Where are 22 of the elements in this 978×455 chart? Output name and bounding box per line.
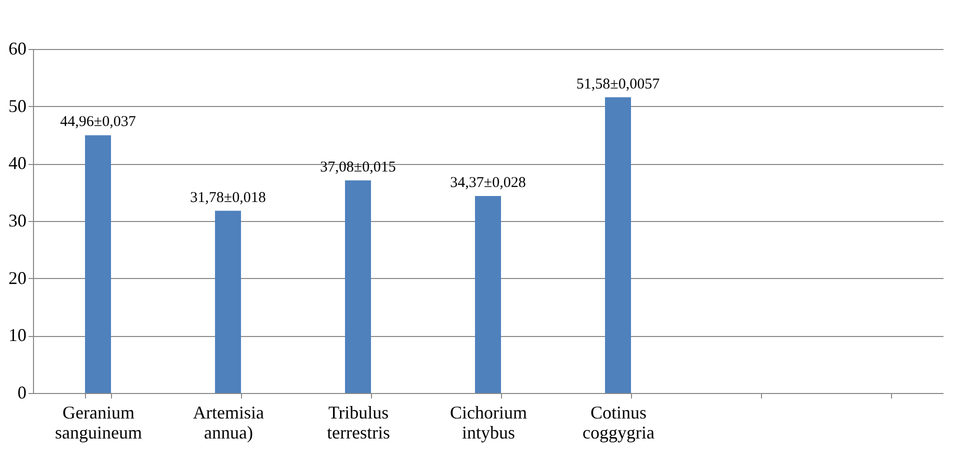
- data-label: 51,58±0,0057: [576, 76, 660, 92]
- bar: [345, 180, 371, 393]
- bar: [605, 97, 631, 393]
- bar: [85, 135, 111, 393]
- y-tick-label: 10: [8, 325, 26, 346]
- data-label: 34,37±0,028: [450, 174, 526, 191]
- y-tick-label: 20: [8, 268, 26, 288]
- data-label: 31,78±0,018: [190, 190, 266, 206]
- bar: [475, 196, 501, 393]
- x-tick-label: Cichorium intybus: [450, 402, 527, 442]
- bar: [215, 210, 241, 393]
- y-tick-label: 40: [8, 153, 26, 174]
- y-tick-label: 60: [8, 38, 26, 58]
- x-tick-label: Geranium sanguineum: [55, 402, 142, 442]
- x-tick-label: Artemisia annua): [193, 402, 264, 442]
- y-tick-label: 0: [18, 382, 26, 402]
- y-tick-label: 50: [8, 96, 26, 116]
- data-label: 44,96±0,037: [60, 114, 136, 130]
- x-tick-label: Tribulus terrestris: [327, 402, 390, 442]
- data-label: 37,08±0,015: [320, 159, 396, 176]
- x-tick-label: Cotinus coggygria: [582, 402, 654, 442]
- y-tick-label: 30: [8, 210, 26, 230]
